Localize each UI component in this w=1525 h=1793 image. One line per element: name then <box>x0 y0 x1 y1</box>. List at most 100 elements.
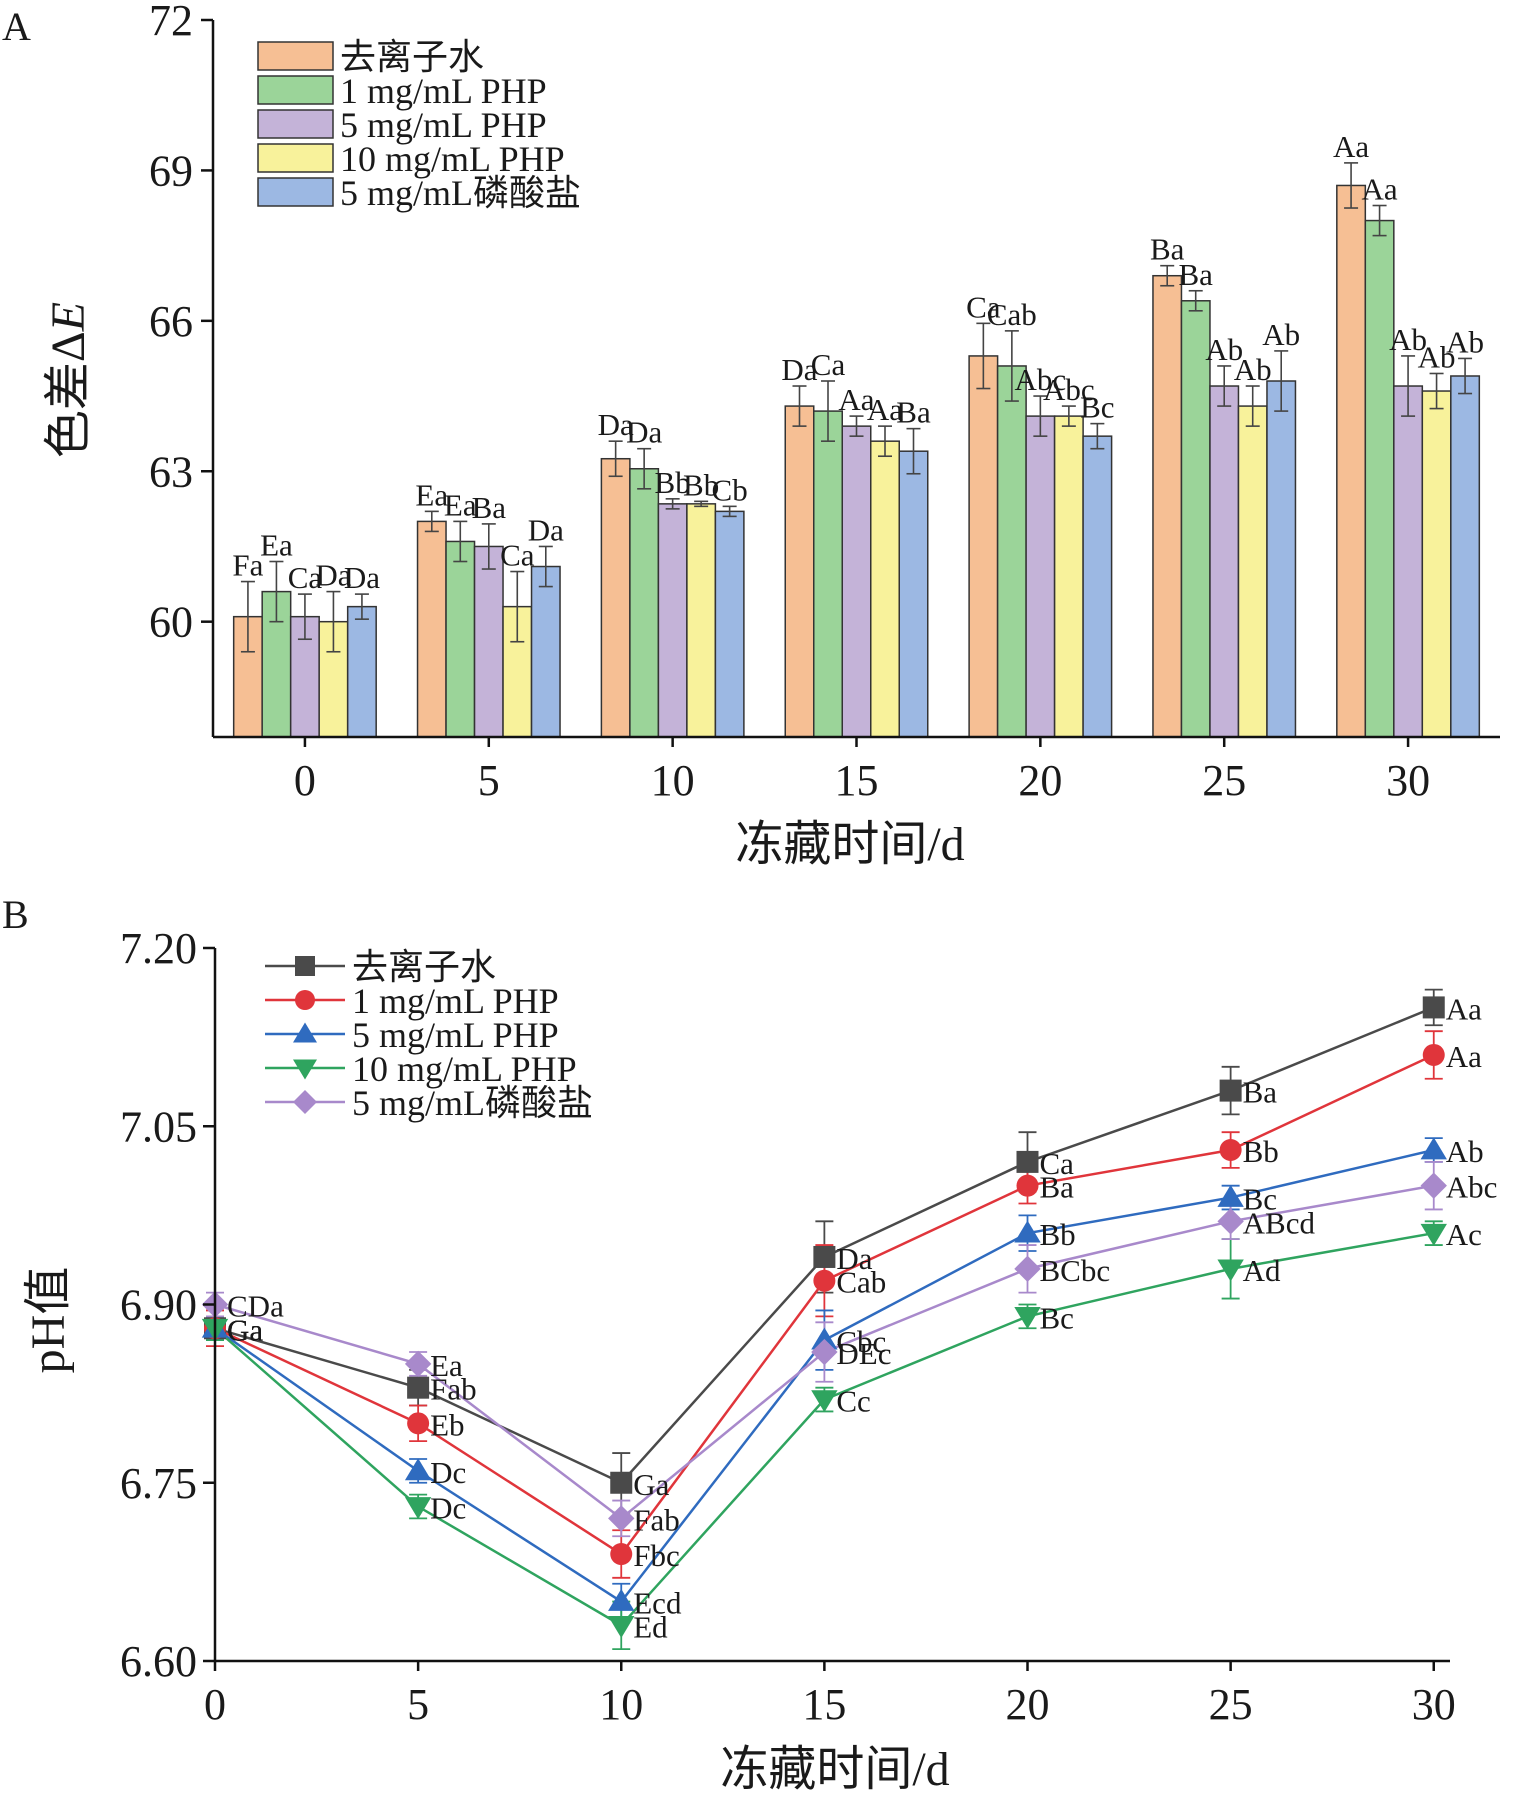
bar <box>996 365 1027 738</box>
significance-label: Ab <box>1234 352 1272 387</box>
triangle-down-marker <box>404 1497 432 1520</box>
legend-label: 去离子水 <box>352 947 496 987</box>
bar <box>1053 415 1084 738</box>
significance-label: Ea <box>444 487 477 522</box>
bar <box>629 468 660 738</box>
significance-label: Cbc <box>836 1324 886 1359</box>
significance-label: Bc <box>1040 1300 1074 1335</box>
x-tick-label: 10 <box>651 756 695 805</box>
legend-label: 5 mg/mL PHP <box>340 105 547 145</box>
diamond-marker <box>404 1350 432 1378</box>
circle-marker <box>1219 1139 1242 1162</box>
legend-label: 1 mg/mL PHP <box>340 71 547 111</box>
x-tick-label: 0 <box>294 756 316 805</box>
significance-label: Ab <box>1389 322 1427 357</box>
panel-b-axes: 6.60 6.75 6.90 7.05 7.20 0 5 10 15 20 25 30 <box>120 924 1456 1729</box>
y-tick-label: 63 <box>149 447 193 496</box>
significance-label: Aa <box>1361 172 1397 207</box>
bar <box>473 545 504 738</box>
significance-label: Ga <box>227 1312 263 1347</box>
significance-label: Da <box>344 560 380 595</box>
significance-label: Dc <box>430 1455 466 1490</box>
significance-label: DEc <box>836 1336 891 1371</box>
bar <box>1025 415 1056 738</box>
significance-label: Ab <box>1262 317 1300 352</box>
significance-label: Bb <box>1040 1217 1076 1252</box>
circle-marker <box>295 990 315 1010</box>
significance-label: Ga <box>227 1312 263 1347</box>
significance-label: Fa <box>232 548 263 583</box>
diamond-marker <box>1420 1172 1447 1199</box>
legend-label: 去离子水 <box>340 37 484 77</box>
triangle-down-marker <box>293 1059 317 1080</box>
significance-label: Ca <box>500 538 535 573</box>
x-tick-label: 15 <box>802 1680 846 1729</box>
significance-label: Da <box>781 352 817 387</box>
bar <box>1393 385 1424 738</box>
significance-label: Ba <box>472 490 507 525</box>
significance-label: Cab <box>987 297 1037 332</box>
bar <box>1237 405 1268 738</box>
x-tick-label: 10 <box>599 1680 643 1729</box>
bar <box>714 510 745 738</box>
square-marker <box>1219 1079 1242 1102</box>
x-tick-label: 20 <box>1006 1680 1050 1729</box>
triangle-up-marker <box>404 1458 432 1481</box>
bar <box>1180 300 1211 738</box>
significance-label: Da <box>315 558 351 593</box>
y-tick-label: 72 <box>149 0 193 45</box>
significance-label: Eb <box>430 1407 464 1442</box>
legend-label: 10 mg/mL PHP <box>352 1049 577 1089</box>
legend-swatch <box>257 143 334 173</box>
significance-label: CDa <box>227 1289 284 1324</box>
triangle-down-marker <box>1014 1307 1041 1330</box>
bar <box>1364 219 1395 738</box>
significance-label: Ab <box>1418 339 1456 374</box>
legend-label: 1 mg/mL PHP <box>352 981 559 1021</box>
triangle-up-marker <box>1420 1137 1447 1160</box>
significance-label: Bb <box>1243 1134 1279 1169</box>
legend-label: 5 mg/mL磷酸盐 <box>352 1083 593 1123</box>
diamond-marker <box>608 1505 635 1532</box>
triangle-up-marker <box>293 1022 317 1043</box>
significance-label: Ba <box>896 395 931 430</box>
significance-label: Bc <box>1080 390 1114 425</box>
diamond-marker <box>1014 1255 1041 1283</box>
significance-label: Bc <box>1243 1182 1277 1217</box>
bar <box>445 540 476 738</box>
x-tick-label: 30 <box>1412 1680 1456 1729</box>
triangle-up-marker <box>608 1588 635 1611</box>
y-tick-label: 6.75 <box>120 1459 197 1508</box>
legend-label: 10 mg/mL PHP <box>340 139 565 179</box>
significance-label: Abc <box>1043 372 1095 407</box>
significance-label: Ab <box>1446 324 1484 359</box>
bar <box>813 410 843 738</box>
significance-label: Fab <box>633 1502 680 1537</box>
triangle-down-marker <box>1420 1223 1447 1246</box>
panel-b-line-chart: B GaFabGaDaCaBaAaGaEbFbcCabBaBbAaGaDcEcd… <box>2 892 1497 1793</box>
y-tick-label: 6.60 <box>120 1637 197 1686</box>
significance-label: Ca <box>1040 1146 1075 1181</box>
circle-marker <box>610 1543 633 1566</box>
y-tick-label: 60 <box>149 598 193 647</box>
bar <box>346 605 377 738</box>
significance-label: Bb <box>655 465 691 500</box>
triangle-down-marker <box>608 1616 635 1638</box>
panel-a-bar-chart: A FaEaDaDaCaBaAaEaEaDaCaCabBaAaCaBaBbAaA… <box>2 0 1500 871</box>
panel-b-y-axis-title: pH值 <box>22 1267 75 1374</box>
bar <box>968 355 999 738</box>
significance-label: Ca <box>811 347 846 382</box>
bar <box>841 425 872 738</box>
y-tick-label: 7.20 <box>120 924 197 973</box>
significance-label: BCbc <box>1040 1253 1111 1288</box>
significance-label: Abc <box>1015 362 1067 397</box>
bar <box>657 503 688 738</box>
square-marker <box>1016 1150 1039 1173</box>
panel-a-label: A <box>2 4 31 49</box>
y-tick-label: 66 <box>149 297 193 346</box>
bar <box>1082 435 1113 738</box>
bar <box>1266 380 1297 738</box>
triangle-up-marker <box>1014 1220 1041 1243</box>
significance-label: Aa <box>838 382 874 417</box>
panel-a-x-axis-title: 冻藏时间/d <box>735 818 964 871</box>
